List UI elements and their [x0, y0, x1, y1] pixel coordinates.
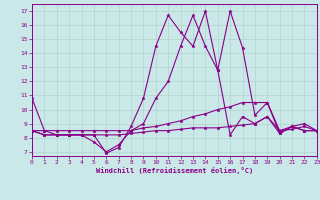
X-axis label: Windchill (Refroidissement éolien,°C): Windchill (Refroidissement éolien,°C) [96, 167, 253, 174]
